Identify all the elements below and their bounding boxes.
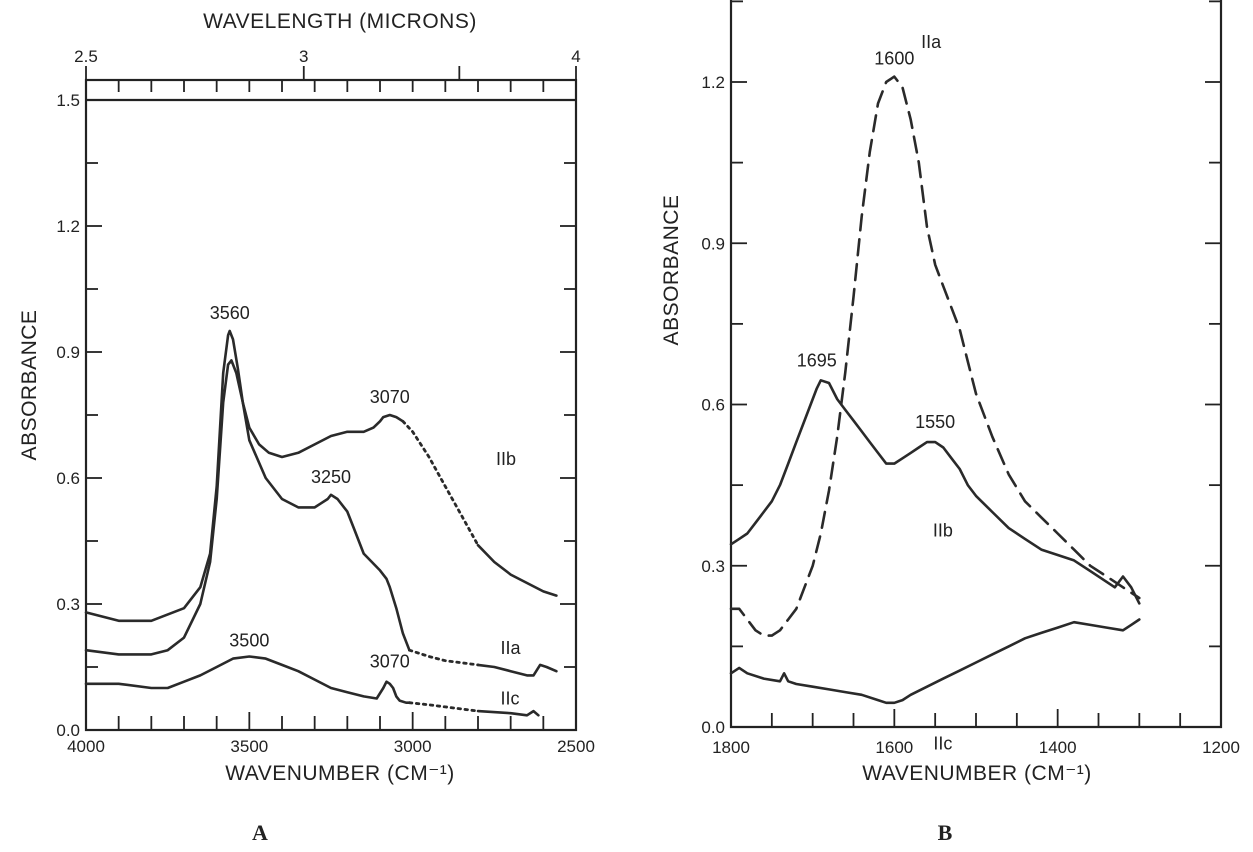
panel-a-series-iib-dotted-extension <box>401 419 480 547</box>
panel-a-plot-frame <box>84 78 578 732</box>
panel-b-y-tick-label: 1.2 <box>701 73 725 92</box>
panel-b-x-tick-label: 1800 <box>712 738 750 757</box>
panel-a-x-tick-label: 3500 <box>230 737 268 756</box>
panel-a-y-tick-label: 0.3 <box>56 595 80 614</box>
panel-a-series-iib-tail-line <box>476 543 558 597</box>
panel-b-y-tick-label: 0.6 <box>701 396 725 415</box>
panel-a-y-tick-label: 1.2 <box>56 217 80 236</box>
panel-a-y-tick-label: 0.0 <box>56 721 80 740</box>
panel-a-x2-axis-label: WAVELENGTH (MICRONS) <box>203 10 477 33</box>
panel-b-x-tick-label: 1400 <box>1039 738 1077 757</box>
panel-a-annotation-3250: 3250 <box>311 467 351 487</box>
panel-a-x-axis-label: WAVENUMBER (CM⁻¹) <box>225 762 455 785</box>
panel-a-x2-tick-label: 3 <box>299 47 308 66</box>
panel-b-series-iia-line <box>729 75 1141 637</box>
panel-a-series-iic-dotted-extension <box>408 701 480 713</box>
panel-a-x-tick-label: 4000 <box>67 737 105 756</box>
panel-a-annotation-iib: IIb <box>496 449 516 469</box>
panel-b-x-tick-label: 1200 <box>1202 738 1240 757</box>
panel-a-x2-tick-label: 2.5 <box>74 47 98 66</box>
panel-a-series-iia-dotted-extension <box>408 648 480 667</box>
panel-a-y-tick-label: 0.9 <box>56 343 80 362</box>
panel-a-series-iic-tail-line <box>476 709 540 717</box>
panel-b-annotation-1600: 1600 <box>874 49 914 69</box>
panel-a-tick-labels: 4000 3500 3000 2500 0.0 0.3 0.6 0.9 1.2 1.5 2.5 3 4 <box>56 47 595 756</box>
panel-b-annotation-1695: 1695 <box>797 350 837 370</box>
panel-b-x-axis-label: WAVENUMBER (CM⁻¹) <box>862 762 1092 785</box>
panel-a-x-tick-label: 2500 <box>557 737 595 756</box>
panel-a-series-iic-line <box>84 655 411 704</box>
panel-b-annotation-iib: IIb <box>933 520 953 540</box>
panel-a-series-iib-line <box>84 329 405 623</box>
panel-label-a: A <box>252 820 268 845</box>
panel-a-y-tick-label: 0.6 <box>56 469 80 488</box>
panel-a-annotations: 3560 3070 3250 3500 3070 IIb IIa IIc <box>210 303 522 708</box>
panel-a-curves <box>84 329 558 717</box>
panel-a-annotation-3070: 3070 <box>370 652 410 672</box>
panel-label-b: B <box>938 820 953 845</box>
panel-b-annotation-1550: 1550 <box>915 412 955 432</box>
panel-a-annotation-3500: 3500 <box>229 631 269 651</box>
panel-b-y-axis-label: ABSORBANCE <box>660 195 683 346</box>
panel-b-annotation-iic: IIc <box>933 734 952 754</box>
panel-b-annotations: 1600 IIa 1695 1550 IIb IIc <box>797 32 955 754</box>
panel-b-curves <box>729 75 1141 705</box>
panel-a-annotation-3070: 3070 <box>370 387 410 407</box>
panel-a-annotation-iic: IIc <box>501 688 520 708</box>
panel-a-x2-tick-label: 4 <box>571 47 580 66</box>
panel-a-series-iia-line <box>84 359 411 656</box>
panel-b-tick-labels: 1800 1600 1400 1200 0.0 0.3 0.6 0.9 1.2 <box>701 73 1240 757</box>
panel-a-ticks <box>85 66 577 730</box>
panel-b-y-tick-label: 0.0 <box>701 718 725 737</box>
panel-b-series-iic-line <box>729 618 1141 705</box>
panel-a-y-axis-label: ABSORBANCE <box>18 310 41 461</box>
panel-b-series-iib-line <box>729 379 1141 605</box>
panel-a-y-tick-label: 1.5 <box>56 91 80 110</box>
panel-a-series-iia-tail-line <box>476 663 558 677</box>
panel-a-x-tick-label: 3000 <box>394 737 432 756</box>
panel-b-y-tick-label: 0.3 <box>701 557 725 576</box>
panel-a-annotation-iia: IIa <box>501 638 522 658</box>
panel-b-y-tick-label: 0.9 <box>701 234 725 253</box>
panel-b-x-tick-label: 1600 <box>875 738 913 757</box>
panel-a-annotation-3560: 3560 <box>210 303 250 323</box>
panel-b-annotation-iia: IIa <box>921 32 942 52</box>
panel-b-ticks <box>731 0 1221 727</box>
